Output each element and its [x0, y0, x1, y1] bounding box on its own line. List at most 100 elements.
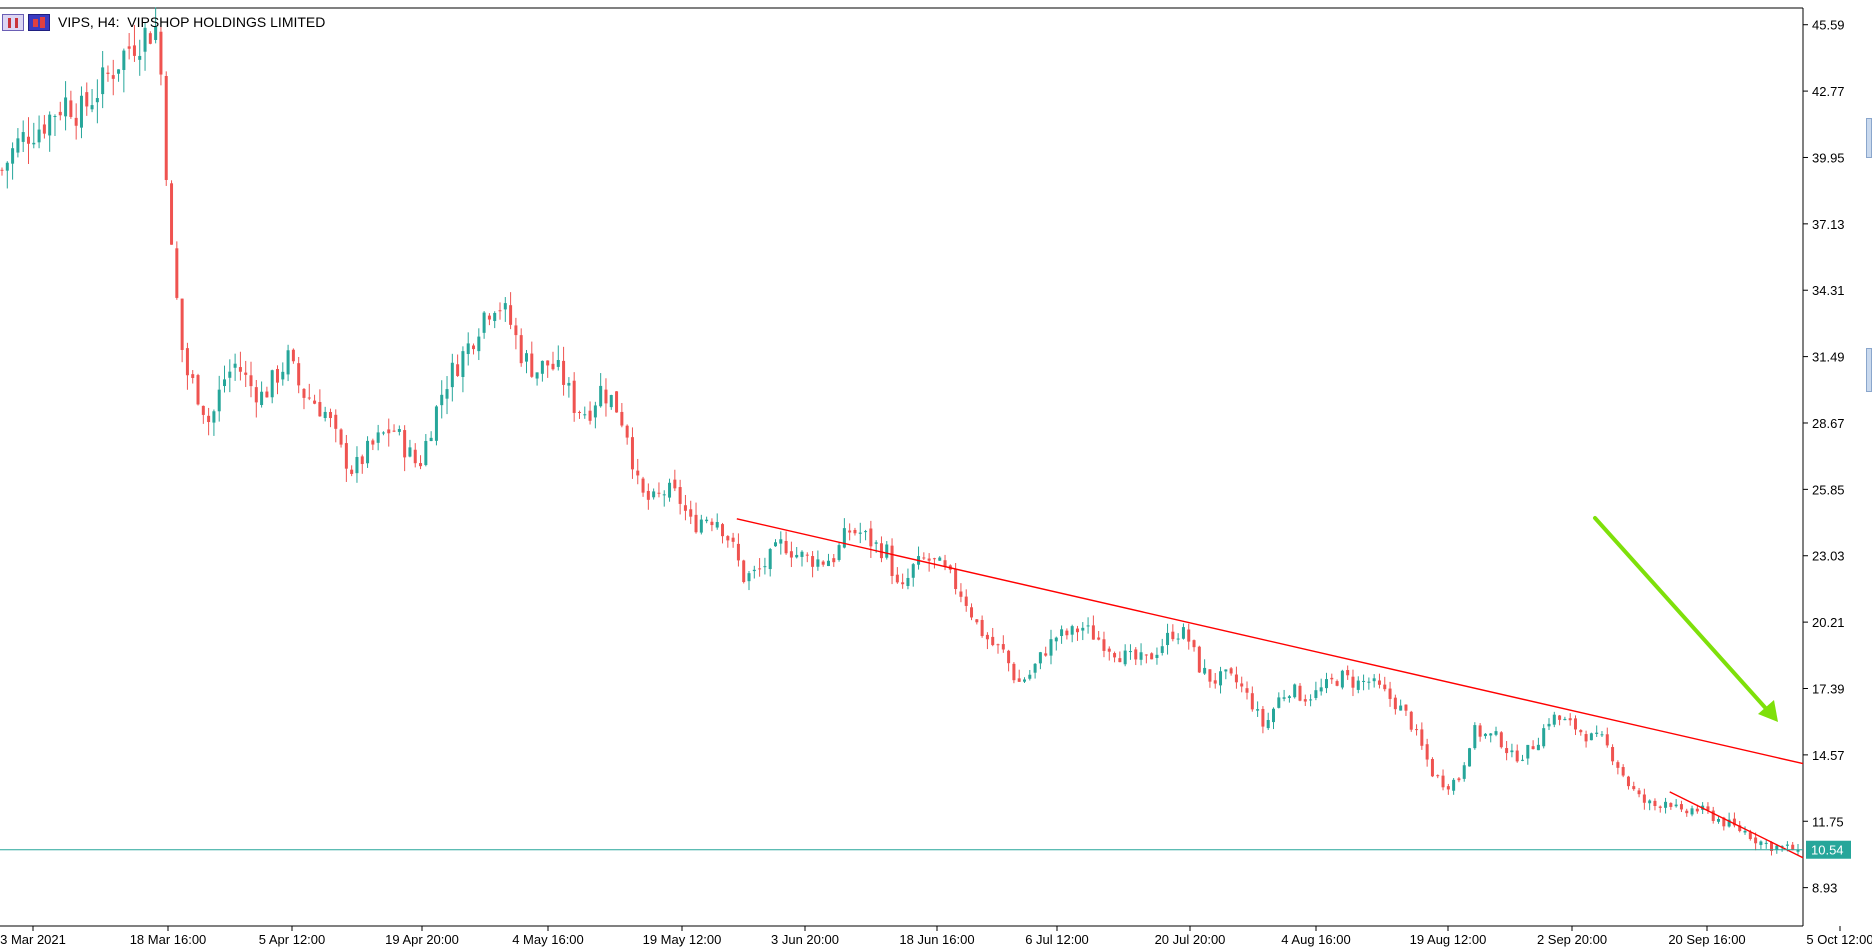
- arrow-annotation-head: [1758, 700, 1778, 722]
- candle-body: [32, 142, 36, 145]
- candle-body: [175, 248, 179, 298]
- candle-body: [493, 312, 497, 322]
- candle-body: [381, 432, 385, 434]
- scroll-tab-top[interactable]: [1866, 118, 1872, 158]
- candle-body: [461, 351, 465, 377]
- candle-body: [577, 411, 581, 413]
- candle-body: [970, 607, 974, 618]
- candle-body: [562, 360, 566, 385]
- candle-body: [1330, 677, 1334, 680]
- candle-table-icon[interactable]: [2, 13, 24, 31]
- candle-body: [1796, 849, 1800, 852]
- candle-body: [74, 117, 78, 126]
- candle-body: [445, 389, 449, 399]
- candle-body: [408, 447, 412, 457]
- candle-body: [90, 105, 94, 110]
- time-tick-label: 18 Jun 16:00: [899, 932, 974, 947]
- scroll-tab-bottom[interactable]: [1866, 348, 1872, 392]
- candle-body: [1468, 748, 1472, 767]
- candle-body: [275, 368, 279, 383]
- candle-body: [148, 33, 152, 44]
- candle-body: [419, 463, 423, 467]
- candle-body: [143, 27, 147, 52]
- candle-body: [233, 363, 237, 368]
- candle-body: [185, 348, 189, 376]
- price-tick-label: 28.67: [1812, 416, 1845, 431]
- candle-body: [1314, 690, 1318, 698]
- indicators-icon[interactable]: [28, 13, 50, 31]
- candle-body: [1616, 762, 1620, 768]
- candle-body: [5, 162, 9, 171]
- candle-body: [1293, 684, 1297, 698]
- candle-body: [1356, 680, 1360, 690]
- candle-body: [344, 443, 348, 469]
- candle-body: [1123, 650, 1127, 665]
- candle-body: [1611, 747, 1615, 762]
- candle-body: [789, 551, 793, 558]
- price-tick-label: 20.21: [1812, 615, 1845, 630]
- candle-body: [429, 437, 433, 442]
- candle-body: [1351, 676, 1355, 688]
- candle-body: [1256, 709, 1260, 711]
- candle-body: [1298, 685, 1302, 701]
- price-tick-label: 25.85: [1812, 482, 1845, 497]
- candle-body: [742, 560, 746, 583]
- candle-body: [212, 411, 216, 423]
- time-tick-label: 19 Aug 12:00: [1410, 932, 1487, 947]
- candle-body: [524, 353, 528, 362]
- candle-body: [350, 469, 354, 474]
- candle-body: [117, 69, 121, 74]
- candle-body: [922, 557, 926, 559]
- candle-body: [313, 400, 317, 404]
- candle-body: [1653, 800, 1657, 806]
- candle-body: [1658, 806, 1662, 808]
- candle-body: [715, 522, 719, 528]
- candle-body: [328, 411, 332, 419]
- candle-body: [646, 490, 650, 500]
- candle-body: [1770, 842, 1774, 852]
- candle-body: [1732, 818, 1736, 826]
- candle-body: [985, 634, 989, 640]
- candle-body: [1600, 734, 1604, 736]
- candle-body: [816, 559, 820, 567]
- candle-body: [1229, 668, 1233, 674]
- candle-body: [244, 372, 248, 375]
- candle-body: [1324, 679, 1328, 689]
- price-tick-label: 37.13: [1812, 217, 1845, 232]
- candle-body: [620, 411, 624, 426]
- candle-body: [546, 360, 550, 366]
- candle-body: [318, 402, 322, 417]
- main-trendline: [736, 518, 1804, 765]
- time-tick-label: 19 May 12:00: [643, 932, 722, 947]
- candle-body: [1388, 688, 1392, 699]
- candle-body: [334, 414, 338, 429]
- candle-body: [1706, 806, 1710, 811]
- candle-body: [1250, 693, 1254, 710]
- candle-body: [1727, 819, 1731, 827]
- candle-body: [673, 479, 677, 489]
- candle-body: [535, 372, 539, 379]
- candle-body: [1722, 817, 1726, 827]
- candle-body: [1319, 687, 1323, 692]
- candle-body: [593, 405, 597, 418]
- candle-body: [1086, 625, 1090, 627]
- candle-body: [1505, 748, 1509, 754]
- candle-body: [1113, 653, 1117, 658]
- candle-body: [387, 429, 391, 434]
- time-tick-label: 3 Jun 20:00: [771, 932, 839, 947]
- candle-body: [1224, 669, 1228, 672]
- candle-body: [1383, 684, 1387, 690]
- candle-body: [111, 75, 115, 79]
- candle-body: [196, 375, 200, 405]
- price-tick-label: 39.95: [1812, 150, 1845, 165]
- price-tick-label: 8.93: [1812, 881, 1837, 896]
- candle-body: [48, 114, 52, 136]
- candle-body: [1510, 750, 1514, 753]
- candle-body: [588, 410, 592, 421]
- candle-body: [355, 456, 359, 474]
- candle-body: [1287, 696, 1291, 699]
- candle-body: [514, 325, 518, 336]
- candle-body: [615, 391, 619, 413]
